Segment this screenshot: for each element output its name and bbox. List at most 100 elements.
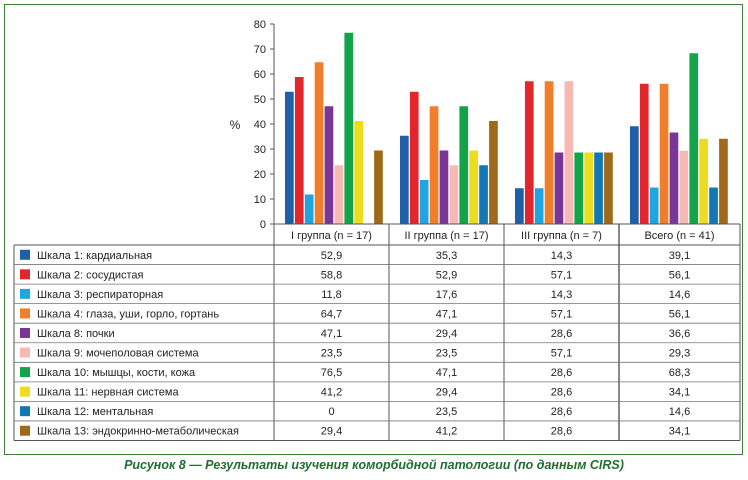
data-value-label: 41,2	[321, 387, 342, 399]
bar	[515, 188, 524, 224]
bar	[524, 81, 534, 224]
y-tick-label: 30	[254, 144, 266, 156]
bar	[374, 150, 383, 224]
data-value-label: 14,3	[551, 289, 572, 301]
bar	[584, 152, 593, 224]
data-value-label: 47,1	[321, 328, 342, 340]
y-tick-label: 50	[254, 94, 266, 106]
legend-swatch	[20, 386, 30, 397]
data-value-label: 57,1	[551, 269, 572, 281]
data-value-label: 64,7	[321, 308, 342, 320]
bar	[564, 81, 574, 224]
legend-swatch	[20, 367, 30, 378]
bar	[400, 135, 409, 224]
x-category-label: III группа (n = 7)	[521, 230, 602, 242]
legend-swatch	[20, 288, 30, 299]
bar	[630, 126, 639, 224]
bar	[489, 121, 498, 224]
bar	[534, 188, 544, 224]
legend-swatch	[20, 249, 30, 260]
bar	[669, 132, 679, 224]
data-value-label: 17,6	[436, 289, 457, 301]
data-value-label: 56,1	[669, 269, 690, 281]
legend-series-name: Шкала 3: респираторная	[37, 289, 163, 301]
bar	[354, 121, 363, 224]
y-tick-label: 80	[254, 19, 266, 31]
bar	[324, 106, 334, 224]
bar	[479, 165, 488, 224]
data-value-label: 34,1	[669, 387, 690, 399]
data-value-label: 36,6	[669, 328, 690, 340]
data-value-label: 29,4	[321, 426, 342, 438]
y-tick-label: 60	[254, 69, 266, 81]
bar	[439, 150, 449, 224]
data-value-label: 34,1	[669, 426, 690, 438]
x-category-label: I группа (n = 17)	[291, 230, 372, 242]
legend-series-name: Шкала 10: мышцы, кости, кожа	[37, 367, 196, 379]
chart: 0 10 20 30 40 50 60 70 80% I группа (n = 17) II гр…	[13, 19, 741, 441]
legend-swatch	[20, 308, 30, 319]
data-value-label: 39,1	[669, 250, 690, 262]
data-value-label: 57,1	[551, 308, 572, 320]
data-value-label: 58,8	[321, 269, 342, 281]
data-value-label: 41,2	[436, 426, 457, 438]
bar	[469, 150, 478, 224]
legend-series-name: Шкала 2: сосудистая	[37, 269, 144, 281]
figure-frame: 0 10 20 30 40 50 60 70 80% I группа (n = 17) II гр…	[4, 4, 743, 455]
data-value-label: 23,5	[436, 348, 457, 360]
data-value-label: 47,1	[436, 308, 457, 320]
figure-caption: Рисунок 8 — Результаты изучения коморбид…	[124, 458, 624, 472]
bar	[679, 150, 689, 224]
bar	[344, 32, 354, 224]
bar	[659, 83, 669, 224]
data-value-label: 29,4	[436, 387, 457, 399]
bar	[649, 187, 659, 224]
bar	[604, 152, 613, 224]
data-value-label: 28,6	[551, 328, 572, 340]
data-value-label: 28,6	[551, 367, 572, 379]
bar	[594, 152, 603, 224]
data-value-label: 52,9	[321, 250, 342, 262]
x-category-label: Всего (n = 41)	[644, 230, 714, 242]
bar	[419, 180, 429, 224]
legend-series-name: Шкала 4: глаза, уши, горло, гортань	[37, 308, 219, 320]
data-value-label: 23,5	[436, 406, 457, 418]
bar	[639, 83, 649, 224]
bar	[294, 77, 304, 224]
legend-swatch	[20, 347, 30, 358]
y-tick-label: 40	[254, 119, 266, 131]
data-value-label: 47,1	[436, 367, 457, 379]
legend-swatch	[20, 327, 30, 338]
data-value-label: 35,3	[436, 250, 457, 262]
bar	[429, 106, 439, 224]
legend-swatch	[20, 406, 30, 417]
bar	[709, 187, 718, 224]
data-value-label: 28,6	[551, 426, 572, 438]
y-tick-label: 10	[254, 194, 266, 206]
data-value-label: 28,6	[551, 387, 572, 399]
data-value-label: 11,8	[321, 289, 342, 301]
y-axis-label: %	[230, 118, 241, 132]
data-value-label: 28,6	[551, 406, 572, 418]
data-value-label: 14,6	[669, 289, 690, 301]
data-value-label: 0	[328, 406, 334, 418]
legend-series-name: Шкала 9: мочеполовая система	[37, 348, 199, 360]
bar	[554, 152, 564, 224]
data-value-label: 76,5	[321, 367, 342, 379]
bar	[314, 62, 324, 224]
data-value-label: 68,3	[669, 367, 690, 379]
y-tick-label: 20	[254, 169, 266, 181]
data-value-label: 52,9	[436, 269, 457, 281]
legend-series-name: Шкала 13: эндокринно-метаболическая	[37, 426, 239, 438]
legend-swatch	[20, 425, 30, 436]
bar	[449, 165, 459, 224]
bar	[699, 138, 708, 224]
legend-series-name: Шкала 8: почки	[37, 328, 115, 340]
bar	[719, 138, 728, 224]
y-tick-label: 70	[254, 44, 266, 56]
data-value-label: 57,1	[551, 348, 572, 360]
legend-series-name: Шкала 1: кардиальная	[37, 250, 152, 262]
data-value-label: 23,5	[321, 348, 342, 360]
data-value-label: 29,4	[436, 328, 457, 340]
legend-swatch	[20, 269, 30, 280]
